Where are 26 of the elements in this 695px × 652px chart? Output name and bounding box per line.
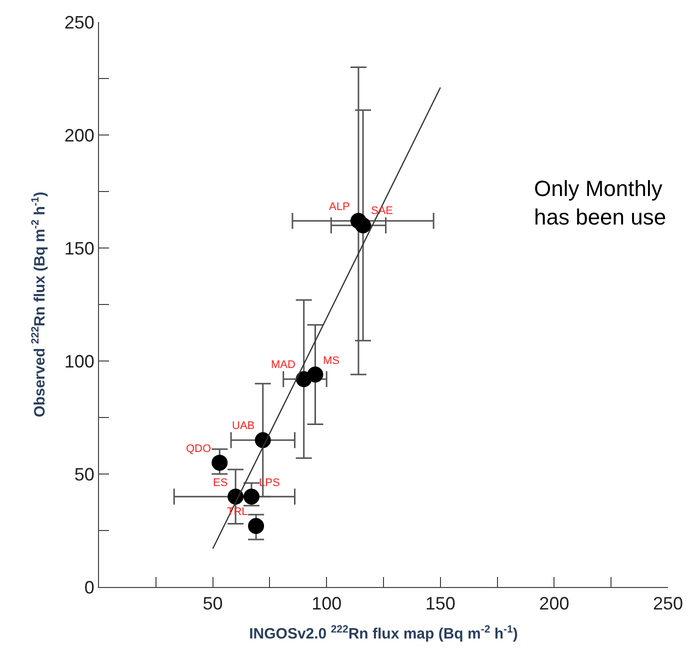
point <box>355 217 372 234</box>
y-tick-label: 50 <box>74 464 94 484</box>
y-tick-label: 150 <box>64 238 94 258</box>
x-tick-label: 100 <box>312 594 342 614</box>
x-tick-label: 150 <box>425 594 456 614</box>
y-tick-label: 250 <box>64 12 94 32</box>
y-tick-label: 0 <box>84 577 94 598</box>
y-tick-label: 100 <box>64 351 94 372</box>
annotation: MAD <box>271 359 296 371</box>
x-tick-label: 50 <box>202 594 223 614</box>
x-tick-label: 250 <box>652 594 684 614</box>
annotation: QDO <box>186 443 212 455</box>
point <box>228 488 244 505</box>
point <box>307 366 324 383</box>
annotation: Only Monthly has been use <box>534 176 666 230</box>
x-tick-label: 200 <box>539 594 570 614</box>
point <box>212 454 228 471</box>
annotation: ES <box>213 477 228 489</box>
point <box>254 432 271 448</box>
annotation: ALP <box>329 201 350 213</box>
point <box>243 488 260 505</box>
y-tick-label: 200 <box>64 125 94 146</box>
annotation: UAB <box>232 420 255 432</box>
annotation: MS <box>323 355 340 367</box>
x-axis-title: INGOSv2.0 $^{222}$Rn flux map (Bq m$^{-2}$ h$^{-1}$) <box>249 623 518 643</box>
point <box>248 518 264 534</box>
